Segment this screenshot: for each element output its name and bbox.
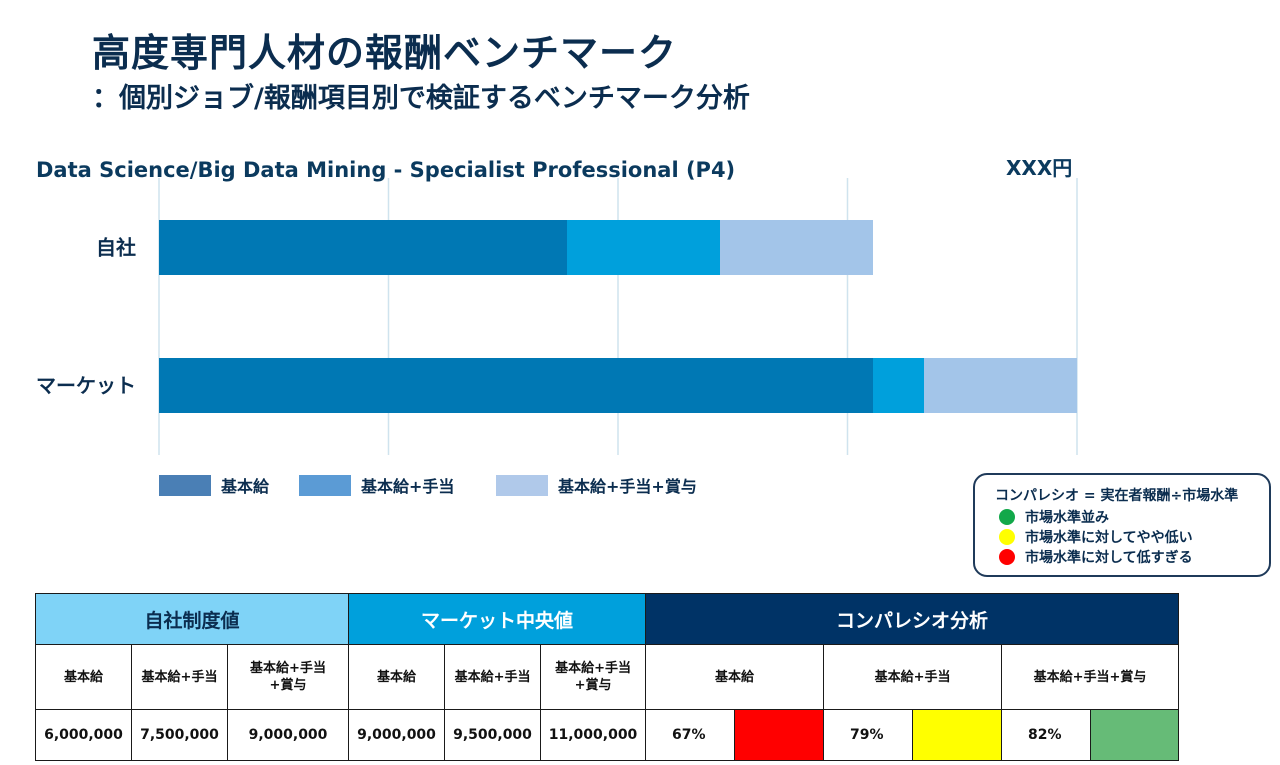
legend-label: 基本給 <box>221 477 270 496</box>
compa-base-status-swatch <box>734 709 825 761</box>
red-dot-icon <box>999 549 1015 565</box>
col-header-base-allowance: 基本給+手当 <box>444 644 542 710</box>
own-base-value: 6,000,000 <box>35 709 132 761</box>
page-subtitle: ：個別ジョブ/報酬項目別で検証するベンチマーク分析 <box>92 83 750 114</box>
col-header-total: 基本給+手当 +賞与 <box>226 644 350 710</box>
col-header-line: 基本給+手当 <box>555 661 631 676</box>
col-header-compa-total: 基本給+手当+賞与 <box>1001 644 1180 710</box>
key-item-slightly-low: 市場水準に対してやや低い <box>995 527 1269 547</box>
compa-total-status-swatch <box>1090 709 1180 761</box>
market-total-value: 11,000,000 <box>540 709 647 761</box>
legend-label: 基本給+手当 <box>361 477 455 496</box>
key-item-label: 市場水準に対して低すぎる <box>1025 550 1193 566</box>
col-header-base: 基本給 <box>35 644 132 710</box>
legend-swatch <box>496 474 548 496</box>
compa-ratio-key: コンパレシオ = 実在者報酬÷市場水準 市場水準並み 市場水準に対してやや低い … <box>973 473 1271 577</box>
market-allowance-value: 9,500,000 <box>444 709 542 761</box>
page-title: 高度専門人材の報酬ベンチマーク <box>92 31 678 75</box>
legend-label: 基本給+手当+賞与 <box>558 477 697 496</box>
key-item-at-market: 市場水準並み <box>995 507 1269 527</box>
chart-unit-label: XXX円 <box>1006 156 1073 180</box>
key-item-label: 市場水準に対してやや低い <box>1025 530 1193 546</box>
col-header-line: +賞与 <box>574 678 612 693</box>
legend-swatch <box>159 474 211 496</box>
key-item-label: 市場水準並み <box>1025 510 1109 526</box>
legend-item-base-allowance-bonus: 基本給+手当+賞与 <box>496 474 697 496</box>
legend-item-base-allowance: 基本給+手当 <box>299 474 454 496</box>
col-header-compa-allowance: 基本給+手当 <box>823 644 1003 710</box>
col-header-line: 基本給+手当 <box>250 661 326 676</box>
group-compa-ratio: コンパレシオ分析 <box>645 593 1180 645</box>
legend-swatch <box>299 474 351 496</box>
col-header-compa-base: 基本給 <box>645 644 825 710</box>
col-header-base: 基本給 <box>348 644 446 710</box>
col-header-base-allowance: 基本給+手当 <box>131 644 228 710</box>
col-header-line: +賞与 <box>269 678 307 693</box>
table-sub-header-row: 基本給 基本給+手当 基本給+手当 +賞与 基本給 基本給+手当 基本給+手当 … <box>35 644 1180 710</box>
table-group-header-row: 自社制度値 マーケット中央値 コンパレシオ分析 <box>34 593 1180 645</box>
table-row: 6,000,000 7,500,000 9,000,000 9,000,000 … <box>35 709 1180 761</box>
legend-item-base: 基本給 <box>159 474 269 496</box>
category-label: マーケット <box>36 374 136 398</box>
green-dot-icon <box>999 509 1015 525</box>
bar-market-series-0 <box>159 358 873 413</box>
market-base-value: 9,000,000 <box>348 709 446 761</box>
compa-ratio-formula: コンパレシオ = 実在者報酬÷市場水準 <box>995 488 1239 504</box>
own-total-value: 9,000,000 <box>226 709 350 761</box>
yellow-dot-icon <box>999 529 1015 545</box>
key-item-too-low: 市場水準に対して低すぎる <box>995 547 1269 567</box>
compa-allowance-status-swatch <box>912 709 1003 761</box>
category-label: 自社 <box>96 236 136 260</box>
bar-own-series-0 <box>159 220 567 275</box>
compa-total-ratio: 82% <box>1001 709 1092 761</box>
group-market-median: マーケット中央値 <box>348 593 647 645</box>
benchmark-table: 自社制度値 マーケット中央値 コンパレシオ分析 基本給 基本給+手当 基本給+手… <box>34 593 1180 761</box>
compa-base-ratio: 67% <box>645 709 736 761</box>
group-own-system: 自社制度値 <box>34 593 350 645</box>
compa-allowance-ratio: 79% <box>823 709 914 761</box>
own-allowance-value: 7,500,000 <box>131 709 228 761</box>
col-header-total: 基本給+手当 +賞与 <box>540 644 647 710</box>
